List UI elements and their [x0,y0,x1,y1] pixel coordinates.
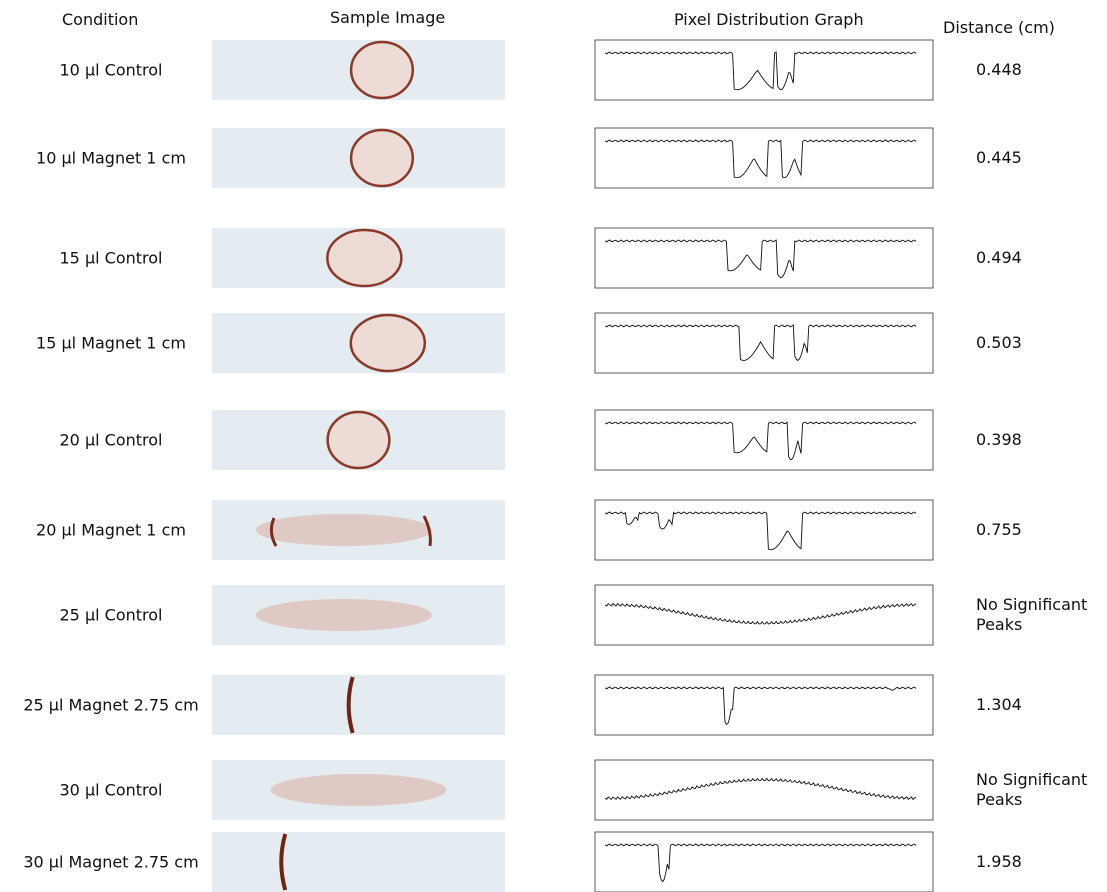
graph-frame [594,312,934,374]
stain-edge [279,833,288,891]
condition: 10 µl Control [59,60,163,80]
distance: 0.445 [976,148,1022,167]
graph-curve [604,511,917,551]
distance: 0.503 [976,333,1022,352]
distance: 0.494 [976,248,1022,267]
graph-curve [604,421,917,460]
graph-curve [604,602,917,625]
condition: 25 µl Magnet 2.75 cm [23,695,199,715]
stain-ring [326,410,391,470]
stain-edge [269,517,278,547]
header-distance: Distance (cm) [943,18,1055,37]
graph-frame [594,409,934,471]
graph-curve [604,843,917,883]
stain-ring [349,128,415,188]
stain-edge [422,515,432,547]
graph-curve [604,51,917,91]
stain-smear [255,514,432,546]
graph-frame [594,39,934,101]
distance: No Significant Peaks [976,770,1088,809]
distance: 0.755 [976,520,1022,539]
header-graph: Pixel Distribution Graph [674,10,864,29]
graph-frame [594,831,934,892]
condition: 20 µl Control [59,430,163,450]
graph-curve [604,139,917,179]
graph-frame [594,584,934,646]
condition: 10 µl Magnet 1 cm [36,148,186,168]
sample-strip [212,675,505,735]
graph-frame [594,674,934,736]
graph-curve [604,324,917,361]
graph-curve [604,239,917,279]
condition: 15 µl Control [59,248,163,268]
header-sample-image: Sample Image [330,8,446,27]
stain-ring [326,228,403,288]
graph-curve [604,777,917,801]
condition: 15 µl Magnet 1 cm [36,333,186,353]
distance: 0.398 [976,430,1022,449]
distance: 1.958 [976,852,1022,871]
graph-frame [594,759,934,821]
condition: 25 µl Control [59,605,163,625]
condition: 30 µl Magnet 2.75 cm [23,852,199,872]
graph-frame [594,127,934,189]
graph-curve [604,686,917,726]
stain-ring [349,313,427,373]
stain-edge [346,676,355,734]
stain-smear [255,599,432,631]
stain-ring [349,40,415,100]
condition: 30 µl Control [59,780,163,800]
distance: 0.448 [976,60,1022,79]
graph-frame [594,227,934,289]
condition: 20 µl Magnet 1 cm [36,520,186,540]
distance: 1.304 [976,695,1022,714]
sample-strip [212,832,505,892]
header-condition: Condition [62,10,139,29]
graph-frame [594,499,934,561]
distance: No Significant Peaks [976,595,1088,634]
stain-smear [270,774,447,806]
